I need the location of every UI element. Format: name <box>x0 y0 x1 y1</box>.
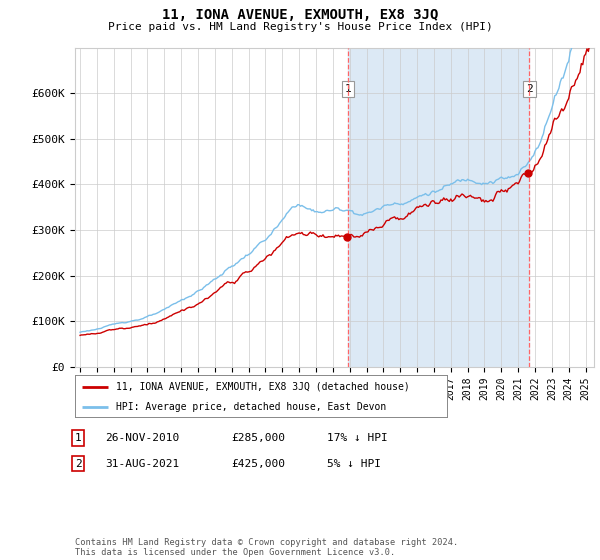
Text: 17% ↓ HPI: 17% ↓ HPI <box>327 433 388 443</box>
Text: 26-NOV-2010: 26-NOV-2010 <box>105 433 179 443</box>
Text: Price paid vs. HM Land Registry's House Price Index (HPI): Price paid vs. HM Land Registry's House … <box>107 22 493 32</box>
Text: 11, IONA AVENUE, EXMOUTH, EX8 3JQ (detached house): 11, IONA AVENUE, EXMOUTH, EX8 3JQ (detac… <box>116 382 410 392</box>
Text: 2: 2 <box>526 84 533 94</box>
Text: 31-AUG-2021: 31-AUG-2021 <box>105 459 179 469</box>
Text: HPI: Average price, detached house, East Devon: HPI: Average price, detached house, East… <box>116 402 386 412</box>
Text: 5% ↓ HPI: 5% ↓ HPI <box>327 459 381 469</box>
Text: 1: 1 <box>74 433 82 443</box>
Text: £425,000: £425,000 <box>231 459 285 469</box>
Text: Contains HM Land Registry data © Crown copyright and database right 2024.
This d: Contains HM Land Registry data © Crown c… <box>75 538 458 557</box>
Bar <box>349 48 529 367</box>
Text: 11, IONA AVENUE, EXMOUTH, EX8 3JQ: 11, IONA AVENUE, EXMOUTH, EX8 3JQ <box>162 8 438 22</box>
Text: £285,000: £285,000 <box>231 433 285 443</box>
Text: 2: 2 <box>74 459 82 469</box>
Text: 1: 1 <box>345 84 352 94</box>
